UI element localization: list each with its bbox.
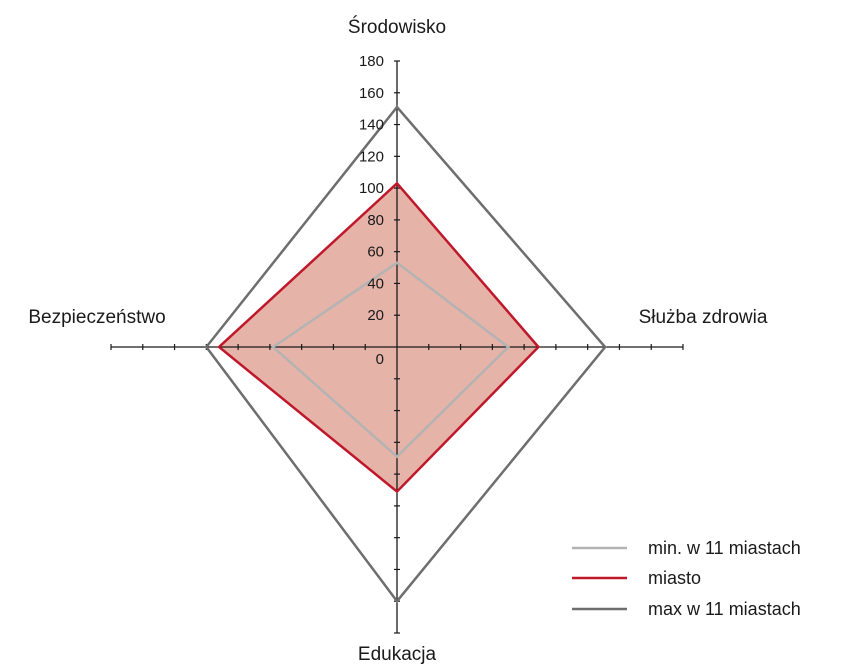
legend: min. w 11 miastach miasto max w 11 miast… <box>572 538 801 619</box>
legend-label-max: max w 11 miastach <box>648 599 801 619</box>
series-area-1 <box>219 183 539 492</box>
tick-label: 40 <box>367 275 384 292</box>
tick-label-layer: 0 20 40 60 80 100 120 140 160 180 <box>359 53 384 368</box>
legend-label-min: min. w 11 miastach <box>648 538 801 558</box>
series-line-1 <box>217 181 541 494</box>
series-line-0 <box>271 261 511 459</box>
tick-label: 0 <box>376 351 384 368</box>
tick-label: 60 <box>367 244 384 261</box>
series-fill-layer <box>219 183 539 492</box>
legend-label-miasto: miasto <box>648 568 701 588</box>
tick-label: 120 <box>359 148 384 165</box>
axis-title-bottom: Edukacja <box>358 644 437 665</box>
tick-label: 100 <box>359 180 384 197</box>
axis-title-left: Bezpieczeństwo <box>28 307 165 328</box>
series-line-layer <box>204 105 607 604</box>
series-line-2 <box>204 105 607 604</box>
tick-label: 80 <box>367 212 384 229</box>
tick-label: 180 <box>359 53 384 70</box>
axis-title-right: Służba zdrowia <box>639 307 768 328</box>
tick-label: 160 <box>359 85 384 102</box>
tick-label: 140 <box>359 117 384 134</box>
tick-label: 20 <box>367 307 384 324</box>
axis-title-top: Środowisko <box>348 16 446 38</box>
